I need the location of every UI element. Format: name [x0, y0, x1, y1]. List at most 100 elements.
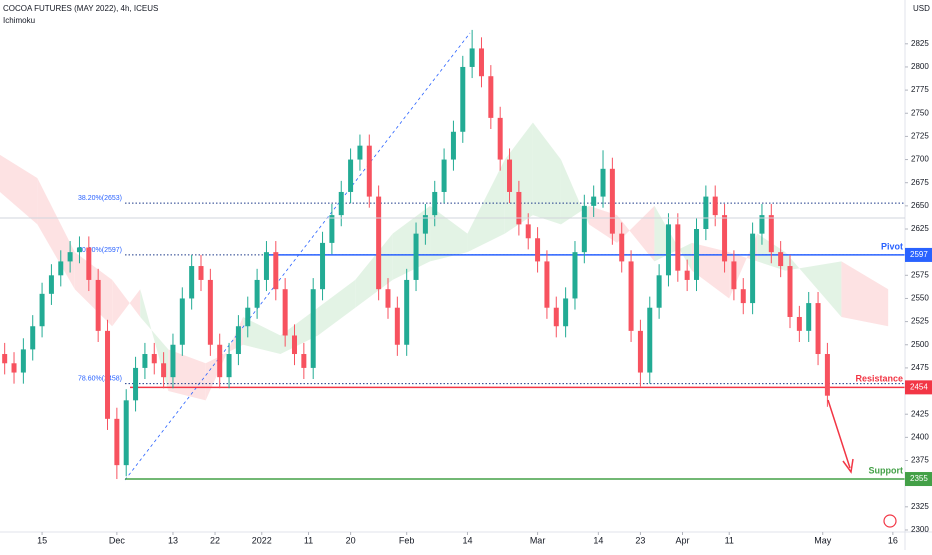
candle-body: [694, 229, 700, 280]
candle-body: [357, 145, 363, 160]
candle-body: [768, 215, 774, 253]
candle-body: [2, 354, 8, 364]
logo-circle: [883, 514, 897, 528]
cloud-segment: [37, 178, 75, 290]
candle-body: [750, 233, 756, 304]
candle-body: [497, 117, 503, 160]
candle-body: [507, 159, 513, 192]
y-tick-label: 2575: [911, 270, 929, 279]
logo: [883, 514, 897, 528]
candle-body: [815, 303, 821, 355]
y-tick-label: 2750: [911, 108, 929, 117]
fib-label: 78.60%(2458): [78, 375, 122, 382]
candle-body: [207, 279, 213, 345]
chart-title: COCOA FUTURES (MAY 2022), 4h, ICEUS: [3, 4, 158, 13]
candle-body: [170, 344, 176, 378]
candle-body: [404, 279, 410, 345]
y-tick-label: 2475: [911, 363, 929, 372]
cloud-segment: [841, 261, 889, 327]
candle-body: [703, 196, 709, 230]
x-tick-label: 22: [210, 535, 220, 545]
price-box: [905, 247, 932, 262]
candle-body: [179, 298, 185, 345]
x-tick-label: 13: [168, 535, 178, 545]
candle-body: [488, 76, 494, 118]
y-tick-label: 2375: [911, 456, 929, 465]
candle-body: [647, 307, 653, 373]
cloud-segment: [112, 279, 141, 327]
candle-body: [142, 354, 148, 368]
candle-body: [609, 168, 615, 234]
indicator-name: Ichimoku: [3, 16, 35, 25]
candle-body: [235, 326, 241, 355]
candle-body: [441, 159, 447, 192]
candle-body: [478, 48, 484, 77]
candle-body: [665, 224, 671, 276]
candle-body: [787, 266, 793, 317]
candle-body: [778, 252, 784, 267]
candle-body: [348, 159, 354, 192]
y-tick-label: 2550: [911, 294, 929, 303]
x-tick-label: 11: [304, 535, 313, 545]
x-tick-label: Mar: [530, 535, 546, 545]
candle-body: [591, 196, 597, 206]
candle-body: [600, 168, 606, 197]
candle-body: [525, 224, 531, 239]
x-tick-label: Dec: [109, 535, 126, 545]
candle-body: [731, 261, 737, 290]
candle-body: [516, 191, 522, 225]
candle-body: [376, 196, 382, 290]
candle-body: [572, 252, 578, 299]
candle-body: [535, 238, 541, 262]
cloud-segment: [532, 122, 561, 225]
candle-body: [310, 289, 316, 368]
fib-label: 50.00%(2597): [78, 247, 122, 254]
candle-body: [301, 354, 307, 368]
x-tick-label: 15: [37, 535, 47, 545]
x-tick-label: Feb: [399, 535, 415, 545]
candle-body: [675, 224, 681, 271]
candle-body: [133, 367, 139, 401]
price-line-label: Support: [869, 465, 904, 475]
cloud-segment: [467, 159, 505, 253]
cloud-segment: [785, 252, 842, 317]
candle-body: [684, 270, 690, 280]
x-tick-label: 20: [346, 535, 356, 545]
candles: [2, 29, 830, 480]
price-line-label: Resistance: [855, 374, 903, 384]
candle-body: [366, 145, 372, 197]
candle-body: [226, 354, 232, 378]
candle-body: [385, 289, 391, 308]
candle-body: [619, 233, 625, 262]
candle-body: [394, 307, 400, 345]
candle-body: [189, 266, 195, 299]
candle-body: [76, 247, 82, 253]
ichimoku-cloud: [0, 122, 889, 401]
candle-body: [67, 252, 73, 262]
price-line-label: Pivot: [881, 241, 903, 251]
cloud-segment: [317, 279, 356, 336]
cloud-segment: [0, 154, 38, 225]
candle-body: [450, 131, 456, 160]
candle-body: [217, 344, 223, 378]
y-tick-label: 2300: [911, 525, 929, 534]
candle-body: [11, 363, 17, 373]
x-tick-label: 14: [462, 535, 472, 545]
y-tick-label: 2325: [911, 502, 929, 511]
candle-body: [422, 215, 428, 234]
y-tick-label: 2650: [911, 201, 929, 210]
arrow-shaft: [827, 399, 851, 469]
price-box: [905, 380, 932, 395]
forecast-arrow: [827, 399, 854, 474]
x-tick-label: 11: [725, 535, 734, 545]
y-tick-label: 2425: [911, 409, 929, 418]
price-box: [905, 472, 932, 487]
fib-trend-line: [124, 32, 471, 481]
cloud-segment: [205, 316, 244, 401]
candle-body: [796, 316, 802, 331]
x-tick-label: Apr: [675, 535, 689, 545]
candle-body: [469, 48, 475, 67]
x-tick-label: 16: [888, 535, 898, 545]
